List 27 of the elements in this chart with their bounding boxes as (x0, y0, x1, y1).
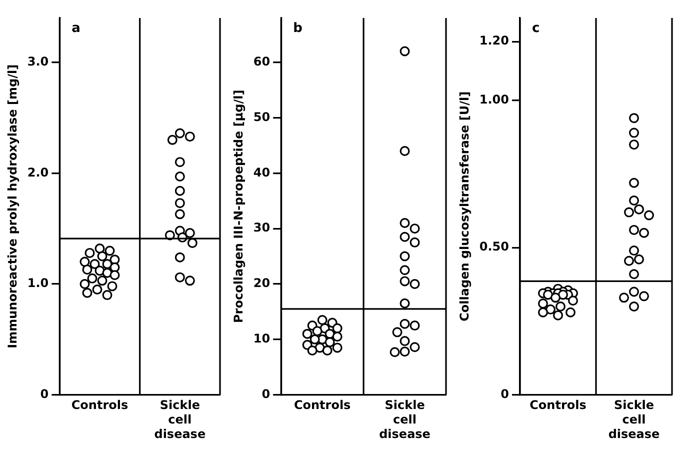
y-tick-label: 0 (500, 386, 510, 401)
y-tick-label: 10 (253, 332, 270, 346)
y-axis-title: Procollagen III-N-propeptide [μg/l] (231, 90, 246, 323)
y-tick-label: 0 (262, 386, 270, 401)
x-tick-label: Controls (294, 398, 351, 412)
annotation: c (532, 20, 540, 36)
y-tick-label: 40 (253, 165, 270, 180)
y-tick-label: 2.0 (27, 165, 49, 180)
y-tick-label: 1.20 (479, 34, 510, 48)
x-tick-label: Sickle cell disease (608, 398, 660, 441)
x-tick-label: Sickle cell disease (379, 398, 430, 441)
y-axis-title: Collagen glucosyltransferase [U/l] (457, 91, 472, 322)
y-tick-label: 20 (253, 276, 270, 290)
y-tick-label: 0.50 (479, 240, 510, 254)
annotation: b (293, 20, 302, 36)
y-tick-label: 30 (253, 220, 270, 235)
y-tick-label: 60 (253, 54, 270, 68)
y-tick-label: 1.00 (479, 92, 510, 107)
annotation: a (72, 20, 80, 36)
y-tick-label: 1.0 (27, 276, 49, 290)
x-tick-label: Controls (71, 398, 128, 412)
y-tick-label: 50 (253, 110, 270, 124)
y-tick-label: 0 (40, 386, 49, 401)
y-tick-label: 3.0 (27, 54, 49, 68)
y-axis-title: Immunoreactive prolyl hydroxylase [mg/l] (5, 64, 20, 348)
x-tick-label: Controls (530, 398, 586, 412)
x-tick-label: Sickle cell disease (154, 398, 206, 441)
